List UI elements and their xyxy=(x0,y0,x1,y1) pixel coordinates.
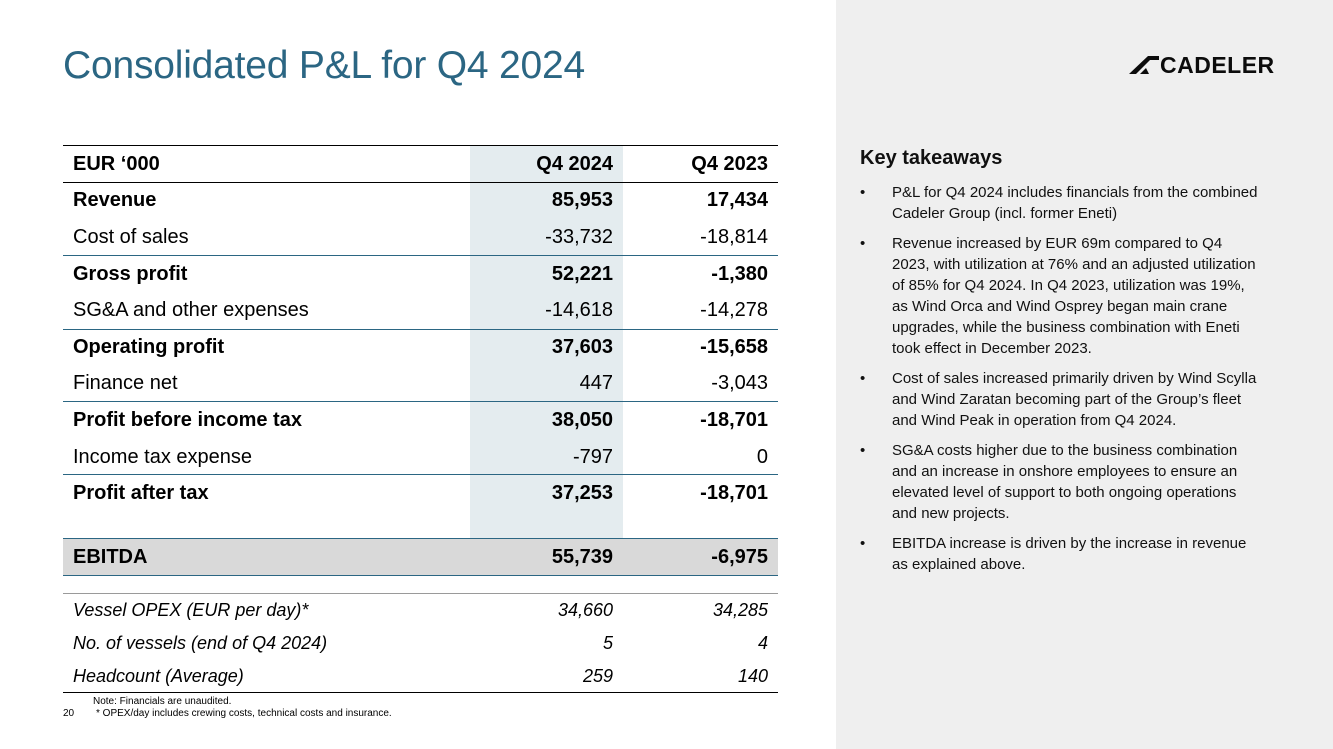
kpi-label: Headcount (Average) xyxy=(73,666,244,686)
takeaway-text: Cost of sales increased primarily driven… xyxy=(892,370,1257,429)
row-q4-2024: 37,603 xyxy=(551,336,613,358)
footnote-unaudited: Note: Financials are unaudited. xyxy=(93,696,232,707)
main-panel xyxy=(0,0,836,749)
takeaways-list: • P&L for Q4 2024 includes financials fro… xyxy=(860,182,1260,584)
table-bottom-rule xyxy=(63,692,778,693)
row-rule xyxy=(63,329,778,330)
header-currency: EUR ‘000 xyxy=(73,153,160,175)
kpi-label: Vessel OPEX (EUR per day)* xyxy=(73,600,309,620)
row-rule xyxy=(63,474,778,475)
table-row-operating-profit: Operating profit 37,603 -15,658 xyxy=(63,329,778,366)
row-q4-2023: -18,814 xyxy=(700,226,768,248)
page-title: Consolidated P&L for Q4 2024 xyxy=(63,44,585,87)
row-q4-2024: 447 xyxy=(579,372,613,394)
list-item: • EBITDA increase is driven by the increa… xyxy=(860,533,1260,575)
logo-mark-icon xyxy=(1129,56,1159,74)
table-row-cost-of-sales: Cost of sales -33,732 -18,814 xyxy=(63,219,778,256)
row-q4-2024: 38,050 xyxy=(551,409,613,431)
row-label: Revenue xyxy=(73,189,157,211)
list-item: • Cost of sales increased primarily drive… xyxy=(860,368,1260,431)
list-item: • P&L for Q4 2024 includes financials fro… xyxy=(860,182,1260,224)
row-label: Profit after tax xyxy=(73,482,209,504)
takeaway-text: P&L for Q4 2024 includes financials from… xyxy=(892,184,1258,222)
row-q4-2023: -14,278 xyxy=(700,299,768,321)
row-label: Operating profit xyxy=(73,336,225,358)
row-label: EBITDA xyxy=(73,546,148,568)
table-row-ebitda: EBITDA 55,739 -6,975 xyxy=(63,539,778,576)
kpi-q4-2024: 34,660 xyxy=(557,600,613,620)
row-label: Gross profit xyxy=(73,263,188,285)
row-label: Cost of sales xyxy=(73,226,189,248)
table-row-profit-before-tax: Profit before income tax 38,050 -18,701 xyxy=(63,402,778,439)
row-q4-2023: -3,043 xyxy=(711,372,768,394)
bullet: • xyxy=(860,370,866,387)
bullet: • xyxy=(860,184,866,201)
header-q4-2024: Q4 2024 xyxy=(536,153,613,175)
row-rule xyxy=(63,401,778,402)
page-number: 20 xyxy=(63,708,75,719)
kpi-top-rule xyxy=(63,593,778,594)
kpi-q4-2023: 4 xyxy=(757,633,768,653)
header-rule xyxy=(63,182,778,183)
table-row-profit-after-tax: Profit after tax 37,253 -18,701 xyxy=(63,475,778,512)
takeaways-panel xyxy=(836,0,1333,749)
row-q4-2023: 0 xyxy=(756,446,768,468)
row-label: SG&A and other expenses xyxy=(73,299,309,321)
row-q4-2023: -18,701 xyxy=(700,482,768,504)
table-header-row: EUR ‘000 Q4 2024 Q4 2023 xyxy=(63,146,778,183)
table-row-finance-net: Finance net 447 -3,043 xyxy=(63,365,778,402)
row-label: Finance net xyxy=(73,372,178,394)
row-q4-2024: 85,953 xyxy=(551,189,613,211)
ebitda-bottom-rule xyxy=(63,575,778,576)
row-rule xyxy=(63,255,778,256)
takeaways-title: Key takeaways xyxy=(860,147,1003,169)
row-q4-2024: -797 xyxy=(572,446,613,468)
table-row-gross-profit: Gross profit 52,221 -1,380 xyxy=(63,256,778,293)
header-q4-2023: Q4 2023 xyxy=(691,153,768,175)
table-top-rule xyxy=(63,145,778,146)
ebitda-top-rule xyxy=(63,538,778,539)
row-label: Income tax expense xyxy=(73,446,252,468)
row-q4-2023: -18,701 xyxy=(700,409,768,431)
takeaway-text: SG&A costs higher due to the business co… xyxy=(892,442,1238,522)
bullet: • xyxy=(860,535,866,552)
row-q4-2023: -6,975 xyxy=(711,546,768,568)
bullet: • xyxy=(860,235,866,252)
takeaway-text: EBITDA increase is driven by the increas… xyxy=(892,535,1247,573)
row-q4-2024: -33,732 xyxy=(545,226,613,248)
kpi-q4-2024: 259 xyxy=(582,666,613,686)
row-q4-2024: 55,739 xyxy=(551,546,613,568)
kpi-row-vessels: No. of vessels (end of Q4 2024) 5 4 xyxy=(63,627,778,660)
row-q4-2024: -14,618 xyxy=(545,299,613,321)
table-row-sga: SG&A and other expenses -14,618 -14,278 xyxy=(63,292,778,329)
kpi-q4-2023: 34,285 xyxy=(712,600,768,620)
ebitda-band xyxy=(63,538,778,575)
cadeler-logo: CADELER xyxy=(1129,52,1275,78)
q4-2024-highlight-column xyxy=(470,145,623,539)
row-q4-2024: 52,221 xyxy=(551,263,613,285)
bullet: • xyxy=(860,442,866,459)
list-item: • Revenue increased by EUR 69m compared t… xyxy=(860,233,1260,359)
table-row-income-tax: Income tax expense -797 0 xyxy=(63,439,778,476)
table-row-revenue: Revenue 85,953 17,434 xyxy=(63,182,778,219)
footnote-opex: * OPEX/day includes crewing costs, techn… xyxy=(96,708,392,719)
row-label: Profit before income tax xyxy=(73,409,302,431)
logo-text: CADELER xyxy=(1160,51,1275,78)
kpi-q4-2024: 5 xyxy=(602,633,613,653)
list-item: • SG&A costs higher due to the business c… xyxy=(860,440,1260,524)
row-q4-2023: 17,434 xyxy=(706,189,768,211)
row-q4-2024: 37,253 xyxy=(551,482,613,504)
takeaway-text: Revenue increased by EUR 69m compared to… xyxy=(892,235,1256,357)
kpi-q4-2023: 140 xyxy=(737,666,768,686)
row-q4-2023: -1,380 xyxy=(711,263,768,285)
kpi-label: No. of vessels (end of Q4 2024) xyxy=(73,633,328,653)
kpi-row-vessel-opex: Vessel OPEX (EUR per day)* 34,660 34,285 xyxy=(63,594,778,627)
kpi-row-headcount: Headcount (Average) 259 140 xyxy=(63,660,778,693)
row-q4-2023: -15,658 xyxy=(700,336,768,358)
